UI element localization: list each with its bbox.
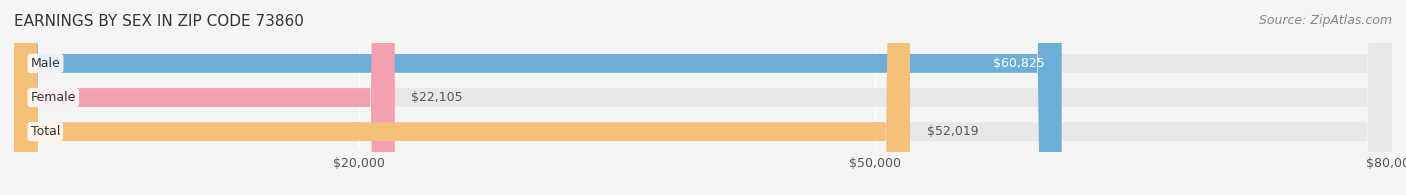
FancyBboxPatch shape — [14, 0, 1392, 195]
FancyBboxPatch shape — [14, 0, 1392, 195]
Text: Female: Female — [31, 91, 76, 104]
Text: Male: Male — [31, 57, 60, 70]
Text: Source: ZipAtlas.com: Source: ZipAtlas.com — [1258, 14, 1392, 27]
Text: $22,105: $22,105 — [412, 91, 463, 104]
Text: $52,019: $52,019 — [927, 125, 979, 138]
Text: $60,825: $60,825 — [994, 57, 1045, 70]
Text: EARNINGS BY SEX IN ZIP CODE 73860: EARNINGS BY SEX IN ZIP CODE 73860 — [14, 14, 304, 29]
FancyBboxPatch shape — [14, 0, 1062, 195]
FancyBboxPatch shape — [14, 0, 910, 195]
FancyBboxPatch shape — [14, 0, 1392, 195]
Text: Total: Total — [31, 125, 60, 138]
FancyBboxPatch shape — [14, 0, 395, 195]
